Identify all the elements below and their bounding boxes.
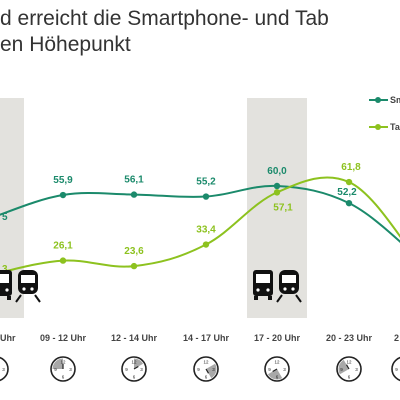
svg-text:9: 9 — [395, 367, 398, 372]
svg-text:6: 6 — [276, 375, 279, 380]
legend-label-1: Ta — [390, 122, 400, 132]
data-point-0-4 — [273, 182, 281, 190]
svg-text:6: 6 — [133, 375, 136, 380]
svg-text:3: 3 — [2, 367, 5, 372]
svg-text:3: 3 — [140, 367, 143, 372]
svg-text:3: 3 — [212, 367, 215, 372]
data-label-0-0: 5 — [2, 212, 8, 223]
bus-train-icon — [0, 270, 41, 303]
data-label-0-3: 55,2 — [196, 177, 216, 188]
svg-text:12: 12 — [274, 360, 280, 365]
svg-text:9: 9 — [340, 367, 343, 372]
svg-text:3: 3 — [283, 367, 286, 372]
svg-text:3: 3 — [355, 367, 358, 372]
chart-title: d erreicht die Smartphone- und Tab en Hö… — [0, 6, 400, 58]
data-point-0-5 — [345, 199, 353, 207]
data-label-0-2: 56,1 — [124, 175, 144, 186]
x-tick-label-6: 2 — [394, 333, 399, 343]
data-point-0-3 — [202, 193, 210, 200]
svg-text:12: 12 — [203, 360, 209, 365]
data-point-1-2 — [130, 262, 138, 270]
data-label-0-5: 52,2 — [337, 187, 357, 198]
bus-train-icon — [253, 270, 302, 303]
data-label-1-3: 33,4 — [196, 225, 216, 236]
data-label-1-1: 26,1 — [53, 241, 73, 252]
data-label-1-0: 3 — [2, 264, 8, 275]
data-point-1-4 — [273, 189, 281, 196]
svg-text:9: 9 — [125, 367, 128, 372]
svg-text:9: 9 — [197, 367, 200, 372]
svg-text:9: 9 — [268, 367, 271, 372]
svg-text:6: 6 — [205, 375, 208, 380]
legend-item-1: Ta — [369, 122, 400, 132]
title-line-2: en Höhepunkt — [0, 33, 131, 56]
svg-text:12: 12 — [60, 360, 66, 365]
data-point-0-1 — [59, 191, 67, 199]
legend-item-0: Sm — [369, 95, 400, 105]
svg-text:6: 6 — [62, 375, 65, 380]
data-label-1-5: 61,8 — [341, 162, 361, 173]
x-tick-label-5: 20 - 23 Uhr — [326, 333, 373, 343]
svg-text:12: 12 — [346, 360, 352, 365]
legend-label-0: Sm — [390, 95, 400, 105]
x-tick-label-1: 09 - 12 Uhr — [40, 333, 87, 343]
x-tick-label-2: 12 - 14 Uhr — [111, 333, 158, 343]
data-label-0-4: 60,0 — [267, 166, 287, 177]
title-line-1: d erreicht die Smartphone- und Tab — [0, 7, 329, 30]
x-tick-label-4: 17 - 20 Uhr — [254, 333, 301, 343]
x-tick-label-0: Uhr — [0, 333, 16, 343]
data-point-1-5 — [345, 178, 353, 186]
data-label-1-2: 23,6 — [124, 246, 144, 257]
data-label-1-4: 57,1 — [273, 202, 293, 213]
svg-text:6: 6 — [348, 375, 351, 380]
svg-text:9: 9 — [54, 367, 57, 372]
data-point-1-3 — [202, 241, 210, 248]
svg-text:12: 12 — [131, 360, 137, 365]
x-tick-label-3: 14 - 17 Uhr — [183, 333, 230, 343]
svg-text:3: 3 — [69, 367, 72, 372]
data-point-1-1 — [59, 257, 67, 264]
data-point-0-2 — [130, 191, 138, 198]
data-label-0-1: 55,9 — [53, 175, 73, 186]
